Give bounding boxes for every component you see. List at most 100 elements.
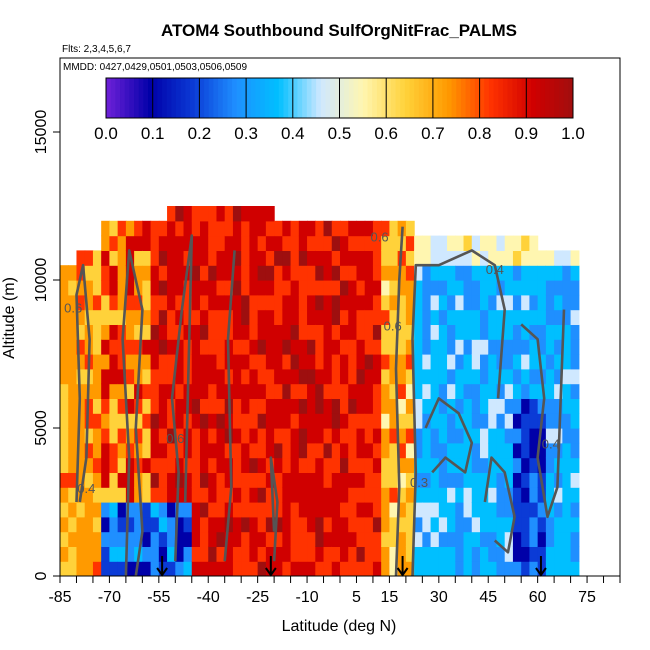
heatmap-cell	[488, 472, 498, 488]
heatmap-cell	[125, 368, 135, 385]
heatmap-cell	[529, 457, 539, 473]
heatmap-cell	[134, 413, 143, 429]
colorbar-swatch	[255, 78, 261, 118]
heatmap-cell	[471, 383, 481, 399]
heatmap-cell	[265, 309, 275, 325]
heatmap-cell	[224, 250, 234, 266]
heatmap-cell	[430, 457, 440, 473]
heatmap-cell	[216, 383, 226, 399]
heatmap-cell	[463, 561, 473, 576]
colorbar-swatch	[414, 78, 420, 118]
heatmap-cell	[117, 516, 127, 533]
heatmap-cell	[348, 265, 358, 281]
heatmap-cell	[504, 309, 514, 325]
heatmap-cell	[125, 442, 135, 459]
heatmap-cell	[125, 294, 135, 311]
heatmap-cell	[562, 502, 572, 518]
heatmap-cell	[438, 531, 448, 547]
heatmap-cell	[117, 487, 127, 503]
heatmap-cell	[504, 383, 514, 399]
heatmap-cell	[150, 546, 160, 562]
heatmap-cell	[512, 531, 522, 547]
heatmap-cell	[480, 383, 489, 399]
heatmap-cell	[84, 442, 94, 459]
heatmap-cell	[298, 368, 308, 385]
heatmap-cell	[216, 309, 226, 325]
heatmap-cell	[224, 206, 234, 222]
profile-markers	[156, 556, 547, 577]
heatmap-cell	[92, 472, 102, 488]
heatmap-cell	[134, 324, 143, 340]
heatmap-cell	[348, 546, 358, 562]
heatmap-cell	[216, 265, 226, 281]
heatmap-cell	[496, 294, 506, 311]
heatmap-cell	[158, 457, 168, 473]
heatmap-cell	[298, 472, 308, 488]
heatmap-cell	[381, 220, 391, 237]
heatmap-cell	[414, 516, 423, 533]
contour-label: 0.6	[370, 230, 388, 245]
heatmap-cell	[167, 531, 176, 547]
heatmap-cell	[422, 516, 432, 533]
heatmap-cell	[512, 250, 522, 266]
heatmap-cell	[364, 531, 374, 547]
colorbar-swatch	[362, 78, 369, 118]
heatmap-cell	[364, 442, 374, 459]
heatmap-cell	[529, 516, 539, 533]
heatmap-cell	[504, 502, 514, 518]
heatmap-cell	[554, 516, 563, 533]
heatmap-cell	[496, 502, 506, 518]
heatmap-cell	[191, 250, 201, 266]
heatmap-cell	[331, 442, 341, 459]
heatmap-cell	[274, 516, 283, 533]
heatmap-cell	[290, 324, 300, 340]
heatmap-cell	[282, 309, 292, 325]
heatmap-cell	[232, 516, 242, 533]
heatmap-cell	[101, 250, 111, 266]
colorbar-swatch	[204, 78, 210, 118]
heatmap-cell	[430, 487, 440, 503]
heatmap-cell	[76, 413, 86, 429]
heatmap-cell	[504, 324, 514, 340]
heatmap-cell	[323, 487, 333, 503]
heatmap-cell	[274, 309, 283, 325]
heatmap-cell	[414, 546, 423, 562]
heatmap-cell	[232, 354, 242, 370]
heatmap-cell	[134, 502, 143, 518]
heatmap-cell	[282, 324, 292, 340]
heatmap-cell	[504, 442, 514, 459]
heatmap-cell	[282, 472, 292, 488]
heatmap-cell	[537, 516, 547, 533]
heatmap-cell	[224, 472, 234, 488]
heatmap-cell	[381, 442, 391, 459]
heatmap-cell	[92, 561, 102, 576]
colorbar-swatch	[199, 78, 205, 118]
colorbar-tick-label: 0.4	[281, 124, 305, 143]
heatmap-cell	[191, 309, 201, 325]
contour-line	[121, 249, 144, 576]
heatmap-cell	[257, 368, 267, 385]
heatmap-cell	[158, 516, 168, 533]
colorbar-swatch	[180, 78, 186, 118]
heatmap-cell	[200, 428, 209, 444]
heatmap-cell	[545, 428, 555, 444]
colorbar-swatch	[241, 78, 247, 118]
heatmap-cell	[265, 428, 275, 444]
heatmap-cell	[224, 265, 234, 281]
heatmap-cell	[430, 309, 440, 325]
heatmap-cell	[504, 354, 514, 370]
colorbar-tick-label: 0.6	[374, 124, 398, 143]
heatmap-cell	[372, 368, 382, 385]
colorbar-swatch	[400, 78, 406, 118]
heatmap-cell	[315, 220, 325, 237]
heatmap-cell	[282, 487, 292, 503]
heatmap-cell	[512, 561, 522, 576]
heatmap-cell	[298, 398, 308, 414]
heatmap-cell	[562, 368, 572, 385]
heatmap-cell	[430, 280, 440, 296]
heatmap-cell	[537, 339, 547, 355]
heatmap-cell	[232, 206, 242, 222]
heatmap-cell	[447, 398, 456, 414]
heatmap-cell	[232, 368, 242, 385]
heatmap-cell	[224, 235, 234, 251]
